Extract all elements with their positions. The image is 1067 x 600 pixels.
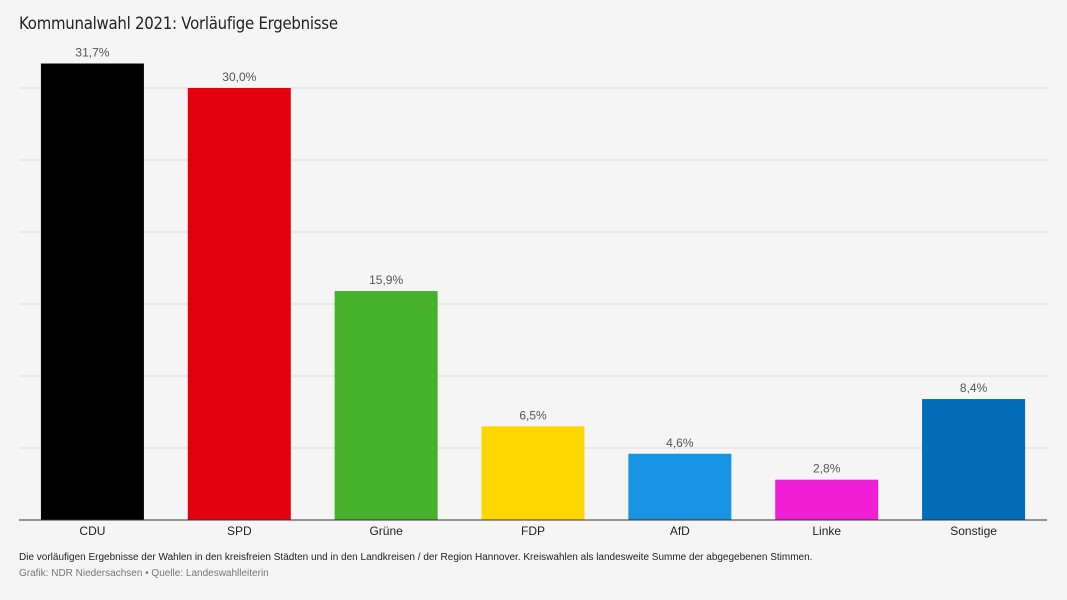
category-label: Sonstige xyxy=(950,524,997,538)
bar-linke xyxy=(775,479,879,520)
source-credit: Grafik: NDR Niedersachsen • Quelle: Land… xyxy=(19,568,269,579)
value-label: 4,6% xyxy=(666,436,694,450)
value-label: 15,9% xyxy=(369,273,403,287)
category-labels: CDU SPD Grüne FDP AfD Linke Sonstige xyxy=(79,524,997,538)
bar-fdp xyxy=(481,426,585,520)
category-label: FDP xyxy=(521,524,545,538)
value-label: 8,4% xyxy=(960,381,988,395)
bar-sonstige xyxy=(922,399,1026,520)
value-labels: 31,7% 30,0% 15,9% 6,5% 4,6% 2,8% 8,4% xyxy=(75,46,987,476)
value-label: 31,7% xyxy=(75,46,109,60)
gridlines xyxy=(19,87,1047,449)
category-label: SPD xyxy=(227,524,252,538)
bar-afd xyxy=(628,453,732,520)
category-label: AfD xyxy=(670,524,690,538)
bar-chart: 31,7% 30,0% 15,9% 6,5% 4,6% 2,8% 8,4% CDU SPD Gr… xyxy=(19,46,1047,538)
value-label: 6,5% xyxy=(519,408,547,422)
value-label: 30,0% xyxy=(222,70,256,84)
category-label: Grüne xyxy=(369,524,403,538)
category-label: Linke xyxy=(812,524,841,538)
bars xyxy=(40,63,1026,521)
value-label: 2,8% xyxy=(813,462,841,476)
category-label: CDU xyxy=(79,524,105,538)
bar-spd xyxy=(187,88,291,520)
bar-cdu xyxy=(40,63,144,521)
footnote: Die vorläufigen Ergebnisse der Wahlen in… xyxy=(19,552,813,563)
bar-gr-ne xyxy=(334,291,438,520)
chart-title: Kommunalwahl 2021: Vorläufige Ergebnisse xyxy=(19,14,338,34)
